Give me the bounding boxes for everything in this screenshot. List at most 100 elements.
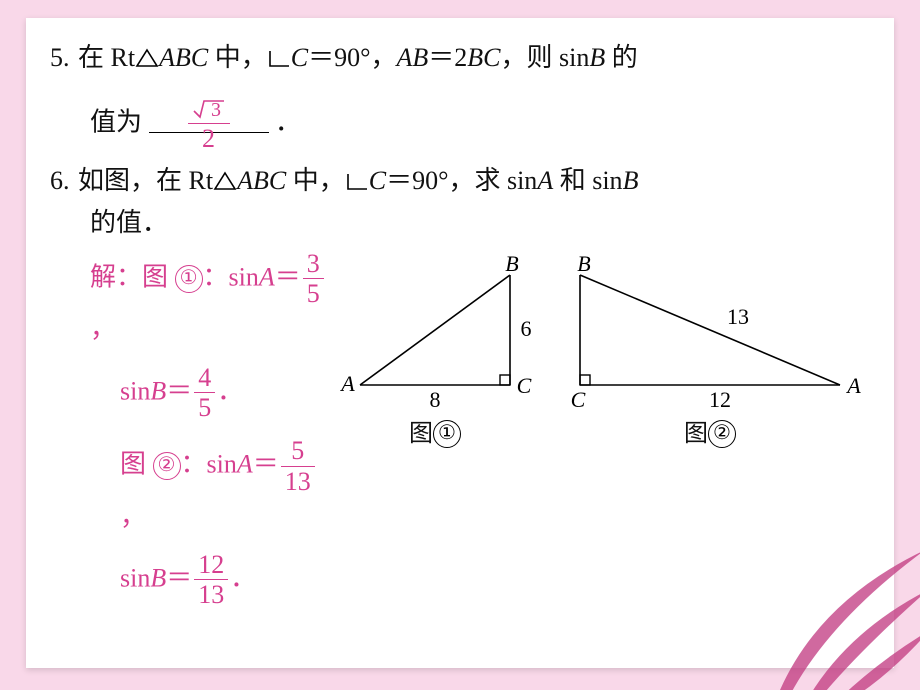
q5-blank: 3 2 bbox=[149, 94, 269, 133]
f2d: 5 bbox=[194, 393, 215, 423]
q6-body: 解：图 ①：sinA＝35， sinB＝45． 图 ②：sinA＝513， si… bbox=[50, 250, 870, 611]
sol-l4: sinB＝1213． bbox=[120, 551, 330, 610]
q5-two: 2 bbox=[454, 43, 467, 72]
angle-icon bbox=[267, 40, 291, 80]
sol-c1: ， bbox=[90, 314, 116, 343]
sol-sinA2: sin bbox=[207, 450, 237, 479]
frac-5-13: 513 bbox=[281, 437, 315, 496]
sol-col1: ： bbox=[203, 263, 229, 292]
circled-2-icon: ② bbox=[153, 452, 181, 480]
q5-t3: ＝90°， bbox=[308, 43, 396, 72]
q6-line1: 6.如图，在 RtABC 中，C＝90°，求 sinA 和 sinB bbox=[50, 161, 870, 203]
q5-sqrt3: 3 bbox=[211, 99, 221, 121]
q5-ans-num: 3 bbox=[188, 94, 230, 124]
svg-text:13: 13 bbox=[727, 304, 749, 329]
svg-text:B: B bbox=[577, 251, 590, 276]
f1n: 3 bbox=[303, 250, 324, 280]
sol-p1: ． bbox=[217, 376, 243, 405]
q5-line2: 值为 3 2 ． bbox=[90, 94, 870, 143]
sol-sinB2: sin bbox=[120, 564, 150, 593]
sol-l1: 解：图 ①：sinA＝35， bbox=[90, 250, 330, 350]
f1d: 5 bbox=[303, 279, 324, 309]
content-card: 5.在 RtABC 中，C＝90°，AB＝2BC，则 sinB 的 值为 3 2… bbox=[26, 18, 894, 668]
solution-col: 解：图 ①：sinA＝35， sinB＝45． 图 ②：sinA＝513， si… bbox=[50, 250, 330, 611]
sol-l3: 图 ②：sinA＝513 ， bbox=[120, 437, 330, 537]
triangle-icon bbox=[135, 40, 159, 80]
sol-head: 解： bbox=[90, 263, 142, 292]
diagrams-col: ABC86 图①图① BCA1213 图② bbox=[330, 250, 870, 453]
sol-A2: A bbox=[237, 450, 253, 479]
angle-icon bbox=[345, 163, 369, 203]
q5-period: ． bbox=[275, 108, 301, 137]
q5-tri: ABC bbox=[159, 43, 208, 72]
f3d: 13 bbox=[281, 467, 315, 497]
q6-t1: 如图，在 bbox=[78, 166, 189, 195]
figure-1-svg: ABC86 bbox=[340, 260, 530, 400]
sol-l2: sinB＝45． bbox=[120, 364, 330, 423]
q5-line1: 5.在 RtABC 中，C＝90°，AB＝2BC，则 sinB 的 bbox=[50, 38, 870, 80]
f4n: 12 bbox=[194, 551, 228, 581]
content-area: 5.在 RtABC 中，C＝90°，AB＝2BC，则 sinB 的 值为 3 2… bbox=[50, 38, 870, 610]
sol-figw1: 图 bbox=[142, 263, 175, 292]
q6-and: 和 bbox=[553, 166, 592, 195]
q5-eq: ＝ bbox=[428, 43, 454, 72]
q5-sin: sin bbox=[559, 43, 589, 72]
svg-text:A: A bbox=[339, 371, 355, 396]
q5-t5: 的 bbox=[605, 43, 638, 72]
svg-text:6: 6 bbox=[521, 316, 532, 341]
q5-rt: Rt bbox=[111, 43, 136, 72]
f4d: 13 bbox=[194, 580, 228, 610]
figure-2-svg: BCA1213 bbox=[560, 260, 860, 400]
q6-angC: C bbox=[369, 166, 386, 195]
sol-B2: B bbox=[150, 564, 166, 593]
svg-text:A: A bbox=[845, 373, 861, 398]
q6-sin1: sin bbox=[507, 166, 537, 195]
q5-answer-frac: 3 2 bbox=[188, 94, 230, 153]
q5-number: 5. bbox=[50, 38, 78, 78]
svg-text:C: C bbox=[571, 387, 586, 412]
sol-sinB1: sin bbox=[120, 376, 150, 405]
q6-line2: 的值． bbox=[90, 203, 870, 243]
sol-eq3: ＝ bbox=[253, 450, 279, 479]
q6-B: B bbox=[623, 166, 639, 195]
triangle-icon bbox=[213, 163, 237, 203]
svg-text:C: C bbox=[517, 373, 532, 398]
fig2-caption: 图② bbox=[560, 416, 860, 453]
frac-3-5: 35 bbox=[303, 250, 324, 309]
q6-t2: 中， bbox=[286, 166, 345, 195]
q5-angC: C bbox=[291, 43, 308, 72]
q6-sin2: sin bbox=[592, 166, 622, 195]
q5-t1: 在 bbox=[78, 43, 111, 72]
q5-t2: 中， bbox=[208, 43, 267, 72]
circled-2-cap: ② bbox=[708, 420, 736, 448]
q5-l2a: 值为 bbox=[90, 108, 142, 137]
f3n: 5 bbox=[281, 437, 315, 467]
sol-eq2: ＝ bbox=[166, 376, 192, 405]
q6-t3: ＝90°，求 bbox=[386, 166, 507, 195]
q6-rt: Rt bbox=[189, 166, 214, 195]
svg-text:8: 8 bbox=[430, 387, 441, 412]
q5-ans-den: 2 bbox=[188, 124, 230, 154]
sol-sinA1: sin bbox=[229, 263, 259, 292]
sol-c2: ， bbox=[120, 502, 146, 531]
q5-B: B bbox=[589, 43, 605, 72]
q6-tri: ABC bbox=[237, 166, 286, 195]
svg-text:B: B bbox=[505, 251, 518, 276]
svg-text:12: 12 bbox=[709, 387, 731, 412]
frac-12-13: 1213 bbox=[194, 551, 228, 610]
q6-number: 6. bbox=[50, 161, 78, 201]
q6-A: A bbox=[537, 166, 553, 195]
sol-B1: B bbox=[150, 376, 166, 405]
figure-2: BCA1213 图② bbox=[560, 260, 860, 453]
sol-p2: ． bbox=[230, 564, 256, 593]
sol-eq1: ＝ bbox=[275, 263, 301, 292]
fig1-caption: 图①图① bbox=[340, 416, 530, 453]
q5-ab: AB bbox=[396, 43, 428, 72]
sol-figw2: 图 bbox=[120, 450, 153, 479]
q5-t4: ，则 bbox=[500, 43, 559, 72]
frac-4-5: 45 bbox=[194, 364, 215, 423]
q6-l2: 的值． bbox=[90, 208, 168, 237]
f2n: 4 bbox=[194, 364, 215, 394]
sol-col2: ： bbox=[181, 450, 207, 479]
sol-eq4: ＝ bbox=[166, 564, 192, 593]
